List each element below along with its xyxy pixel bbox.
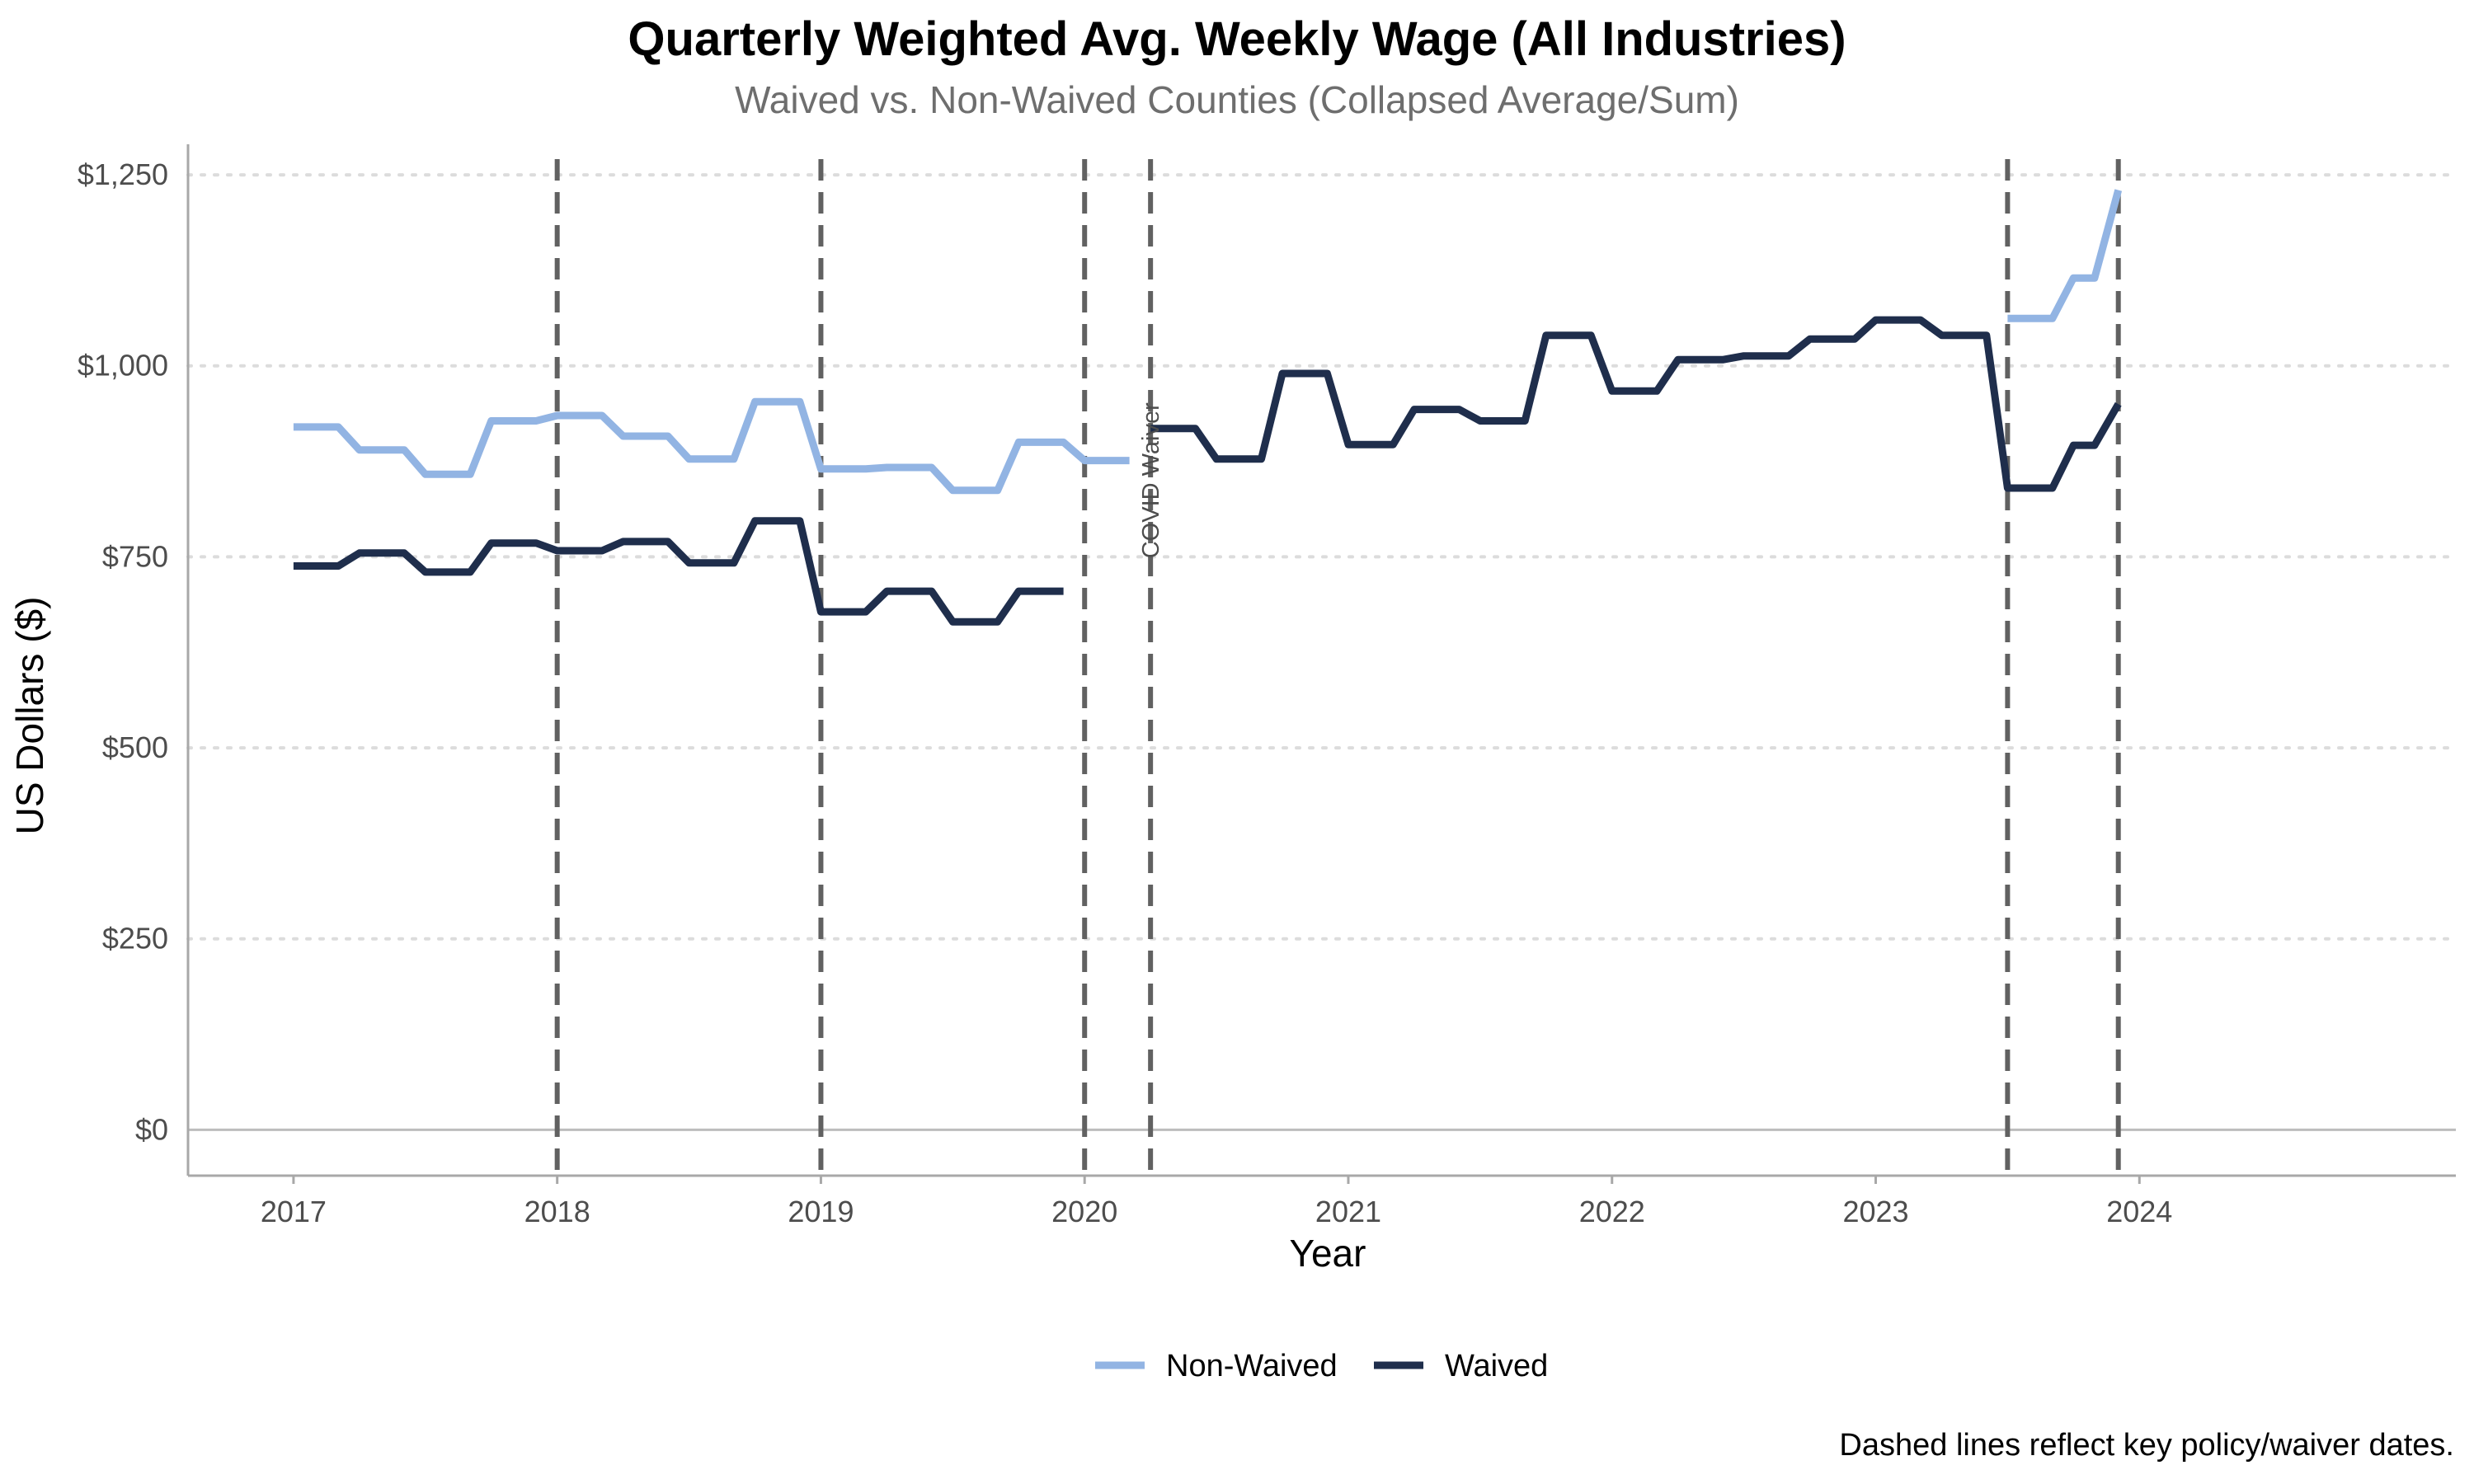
annotation-covid-waiver: COVID Waiver: [1138, 402, 1164, 558]
y-tick-label: $0: [135, 1112, 168, 1146]
legend: Non-Waived Waived: [1095, 1349, 1548, 1383]
x-tick-label: 2022: [1579, 1195, 1645, 1228]
y-tick-label: $1,250: [78, 157, 168, 191]
y-tick-label: $500: [102, 730, 168, 764]
series-line-waived: [1150, 316, 2122, 492]
x-tick-label: 2018: [524, 1195, 590, 1228]
series-line-non-waived: [293, 397, 1130, 495]
chart-caption: Dashed lines reflect key policy/waiver d…: [1839, 1428, 2454, 1463]
chart-title: Quarterly Weighted Avg. Weekly Wage (All…: [628, 12, 1846, 66]
x-tick-label: 2017: [261, 1195, 327, 1228]
series-layer: COVID Waiver: [293, 189, 2123, 626]
y-axis-title: US Dollars ($): [8, 597, 51, 835]
legend-label-non-waived: Non-Waived: [1166, 1349, 1338, 1383]
series-line-waived: [293, 517, 1064, 626]
policy-date-lines: [554, 159, 2121, 1176]
y-tick-label: $1,000: [78, 349, 168, 383]
grid-layer: [186, 173, 2458, 1131]
axis-layer: $0 $250 $500 $750 $1,000 $1,250 2017 2018 2019 20…: [78, 144, 2456, 1228]
x-tick-label: 2023: [1842, 1195, 1908, 1228]
x-tick-label: 2020: [1051, 1195, 1117, 1228]
series-line-non-waived: [2007, 189, 2123, 322]
x-tick-label: 2019: [788, 1195, 854, 1228]
legend-label-waived: Waived: [1445, 1349, 1548, 1383]
x-axis-title: Year: [1290, 1232, 1366, 1275]
x-tick-label: 2024: [2106, 1195, 2172, 1228]
y-tick-label: $250: [102, 922, 168, 956]
chart-subtitle: Waived vs. Non-Waived Counties (Collapse…: [735, 78, 1739, 121]
y-tick-label: $750: [102, 539, 168, 573]
x-tick-label: 2021: [1315, 1195, 1381, 1228]
